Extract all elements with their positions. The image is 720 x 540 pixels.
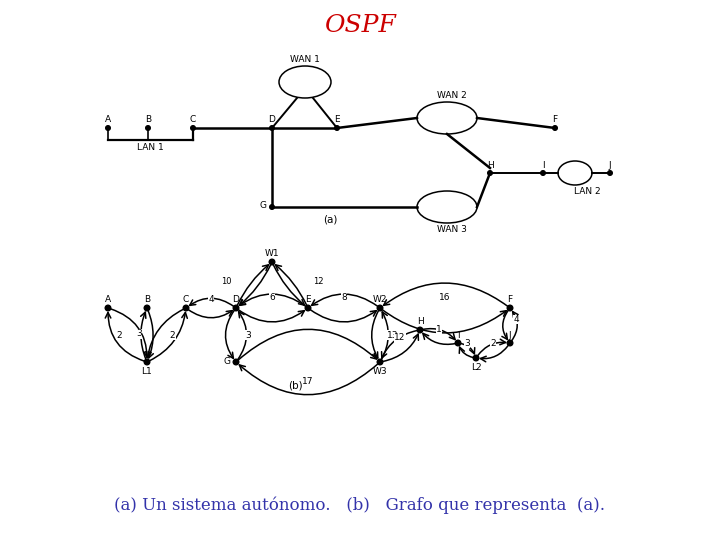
Circle shape — [191, 126, 195, 130]
Circle shape — [269, 259, 275, 265]
Text: (b): (b) — [288, 380, 302, 390]
Circle shape — [106, 126, 110, 130]
Text: 8: 8 — [341, 294, 347, 302]
Text: 2: 2 — [117, 330, 122, 340]
Text: OSPF: OSPF — [324, 14, 396, 37]
Text: F: F — [508, 295, 513, 305]
Text: E: E — [334, 116, 340, 125]
Text: 2: 2 — [170, 330, 175, 340]
Text: WAN 3: WAN 3 — [437, 226, 467, 234]
Circle shape — [233, 359, 239, 365]
Text: 13: 13 — [387, 330, 399, 340]
Text: WAN 2: WAN 2 — [437, 91, 467, 99]
Text: 3: 3 — [245, 330, 251, 340]
Text: A: A — [105, 295, 111, 305]
Text: I: I — [541, 160, 544, 170]
Circle shape — [455, 340, 461, 346]
Text: D: D — [269, 116, 276, 125]
Circle shape — [335, 126, 339, 130]
Text: LAN 1: LAN 1 — [137, 144, 163, 152]
Text: W2: W2 — [373, 295, 387, 305]
Text: 4: 4 — [208, 294, 214, 303]
Text: 17: 17 — [302, 377, 314, 387]
Text: 3: 3 — [136, 329, 142, 339]
Text: H: H — [487, 160, 493, 170]
Circle shape — [144, 305, 150, 311]
Text: G: G — [259, 201, 266, 211]
Text: A: A — [105, 116, 111, 125]
Circle shape — [305, 305, 311, 311]
Text: (a): (a) — [323, 215, 337, 225]
Circle shape — [233, 305, 239, 311]
Text: W3: W3 — [373, 367, 387, 375]
Circle shape — [377, 305, 383, 311]
Circle shape — [417, 327, 423, 333]
Text: L1: L1 — [142, 367, 153, 375]
Text: (a) Un sistema autónomo.   (b)   Grafo que representa  (a).: (a) Un sistema autónomo. (b) Grafo que r… — [114, 496, 606, 514]
Text: W1: W1 — [265, 249, 279, 259]
Circle shape — [553, 126, 557, 130]
Circle shape — [487, 171, 492, 176]
Circle shape — [507, 340, 513, 346]
Text: L2: L2 — [471, 362, 481, 372]
Text: 1: 1 — [436, 325, 442, 334]
Text: 10: 10 — [221, 276, 231, 286]
Text: 12: 12 — [312, 276, 323, 286]
Text: D: D — [233, 295, 240, 305]
Text: C: C — [183, 295, 189, 305]
Text: 3: 3 — [464, 339, 470, 348]
Circle shape — [183, 305, 189, 311]
Text: G: G — [223, 357, 230, 367]
Text: 12: 12 — [395, 334, 405, 342]
Circle shape — [377, 359, 383, 365]
Circle shape — [608, 171, 612, 176]
Text: H: H — [417, 318, 423, 327]
Text: 6: 6 — [269, 294, 275, 302]
Circle shape — [105, 305, 111, 311]
Circle shape — [270, 126, 274, 130]
Text: E: E — [305, 295, 311, 305]
Circle shape — [270, 205, 274, 210]
Circle shape — [144, 359, 150, 365]
Text: 16: 16 — [439, 294, 451, 302]
Text: WAN 1: WAN 1 — [290, 55, 320, 64]
Text: C: C — [190, 116, 196, 125]
Text: J: J — [509, 330, 511, 340]
Text: B: B — [145, 116, 151, 125]
Circle shape — [507, 305, 513, 311]
Text: 4: 4 — [513, 315, 519, 324]
Text: J: J — [608, 160, 611, 170]
Text: B: B — [144, 295, 150, 305]
Circle shape — [145, 126, 150, 130]
Circle shape — [473, 355, 479, 361]
Text: F: F — [552, 116, 557, 125]
Text: I: I — [456, 330, 459, 340]
Circle shape — [541, 171, 545, 176]
Text: LAN 2: LAN 2 — [574, 186, 600, 195]
Text: 2: 2 — [490, 339, 496, 348]
